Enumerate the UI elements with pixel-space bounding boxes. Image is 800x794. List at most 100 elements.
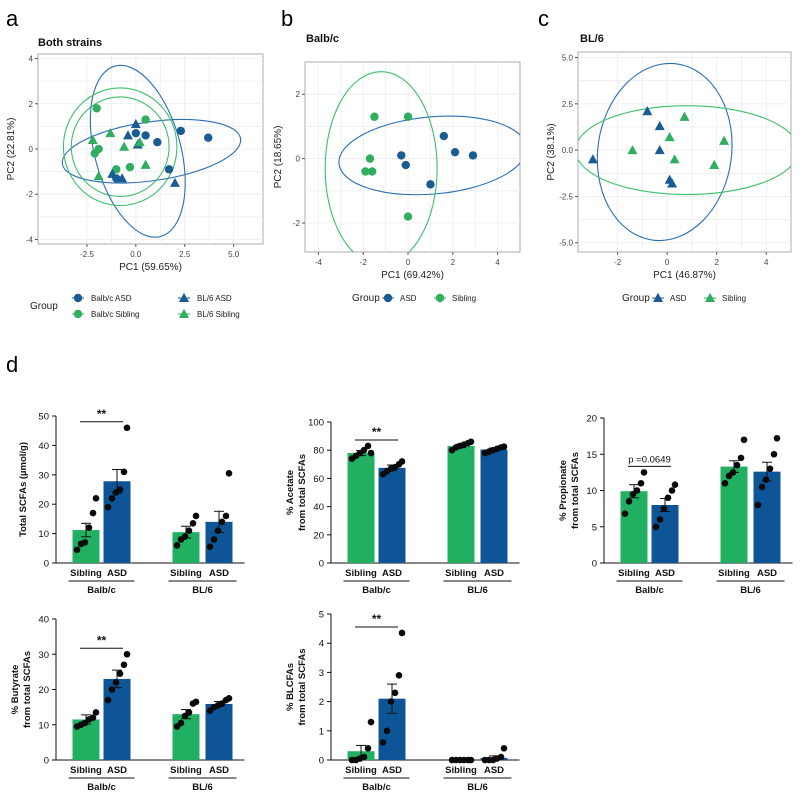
data-point [401, 160, 410, 170]
significance-label: ** [372, 425, 382, 439]
category-label: ASD [484, 765, 504, 776]
y-axis-label: % BLCFAs [285, 663, 296, 711]
data-point [225, 470, 233, 477]
data-point [637, 479, 645, 487]
data-point [107, 168, 118, 178]
significance-label: ** [97, 633, 107, 647]
data-point [123, 130, 133, 140]
data-point [387, 698, 395, 705]
data-point [73, 546, 81, 554]
category-label: ASD [209, 765, 229, 776]
data-point [204, 133, 213, 142]
x-tick-label: 0 [406, 258, 411, 267]
strain-label: BL/6 [467, 585, 488, 596]
legend-key-marker [179, 292, 189, 302]
data-point [383, 727, 391, 735]
legend-key-marker [73, 293, 83, 303]
y-tick-label: 20 [586, 414, 597, 425]
x-axis-label: PC1 (46.87%) [653, 270, 716, 281]
data-point [500, 745, 508, 752]
data-point [729, 469, 737, 476]
data-point [140, 159, 151, 169]
y-tick-label: 2 [29, 100, 34, 109]
data-point [671, 481, 679, 489]
data-point [395, 672, 403, 679]
x-tick-label: -4 [315, 258, 323, 267]
data-point [153, 138, 162, 147]
category-label: Sibling [445, 568, 477, 579]
data-point [721, 479, 729, 487]
bar-butyrate-chart: 0 10 20 30 40 % Butyrate from total SCFAs Sibli… [10, 615, 245, 793]
data-point [104, 503, 112, 511]
y-tick-label: -2 [26, 190, 34, 199]
y-tick-label: 10 [38, 720, 49, 731]
y-tick-label: 2.5 [562, 100, 574, 109]
strain-label: Balb/c [87, 782, 116, 793]
x-tick-label: -2 [614, 258, 622, 267]
data-point [773, 435, 781, 442]
data-point [218, 518, 226, 526]
y-tick-label: 0.0 [562, 146, 574, 155]
data-point [116, 670, 124, 677]
y-tick-label: 4 [29, 55, 34, 64]
chart-title: Balb/c [306, 33, 339, 45]
legend-key-marker [73, 309, 83, 319]
data-point [141, 115, 150, 124]
data-point [360, 446, 368, 454]
confidence-ellipse [89, 64, 186, 238]
data-point [633, 487, 641, 494]
charts-layer: -2.5 0.0 2.5 5.0 -4 -2 0 2 4 PC1 (59.65%) PC2 (22.… [6, 33, 793, 793]
data-point [222, 512, 230, 520]
y-tick-label: 40 [38, 441, 49, 452]
x-tick-label: 2 [714, 258, 719, 267]
data-point [467, 438, 475, 446]
data-point [116, 486, 124, 493]
y-axis-label: % Acetate [285, 470, 296, 515]
y-tick-label: -5.0 [559, 239, 573, 248]
data-point [398, 458, 406, 465]
y-tick-label: 40 [38, 615, 49, 626]
category-label: ASD [382, 765, 402, 776]
x-tick-label: 5.0 [228, 250, 240, 259]
data-point [214, 527, 222, 534]
data-point [621, 510, 629, 517]
bar [753, 471, 781, 563]
data-point [497, 753, 505, 761]
y-tick-label: 0 [29, 145, 34, 154]
data-point [640, 469, 648, 476]
strain-label: BL/6 [740, 585, 761, 596]
data-point [119, 141, 130, 151]
y-tick-label: 10 [586, 486, 597, 497]
confidence-ellipse [70, 96, 170, 198]
data-point [192, 698, 200, 706]
category-label: ASD [655, 568, 675, 579]
data-point [112, 679, 120, 686]
data-point [81, 539, 89, 546]
strain-label: BL/6 [467, 782, 488, 793]
data-point [426, 180, 435, 189]
y-tick-label: -2.5 [559, 192, 573, 201]
category-label: Sibling [618, 568, 650, 579]
strain-label: Balb/c [87, 585, 116, 596]
y-tick-label: 1 [319, 726, 324, 737]
pca-balb-chart: -4 -2 0 2 4 -2 0 2 PC1 (69.42%) PC2 (18.65%) Balb/… [273, 33, 521, 304]
y-axis-label: PC2 (22.81%) [6, 118, 17, 181]
legend-title: Group [352, 293, 380, 304]
chart-title: Both strains [38, 37, 102, 49]
data-point [360, 753, 368, 761]
strain-label: Balb/c [362, 782, 391, 793]
data-point [367, 718, 375, 726]
data-point [117, 173, 128, 183]
category-label: Sibling [70, 765, 102, 776]
data-point [123, 650, 131, 658]
data-point [754, 501, 762, 509]
data-point [206, 543, 214, 551]
data-point [90, 149, 99, 158]
data-point [740, 436, 748, 444]
data-point [87, 134, 98, 144]
x-tick-label: 4 [764, 258, 769, 267]
category-label: ASD [757, 568, 777, 579]
data-point [770, 450, 778, 458]
data-point [664, 131, 675, 142]
data-point [120, 468, 128, 476]
